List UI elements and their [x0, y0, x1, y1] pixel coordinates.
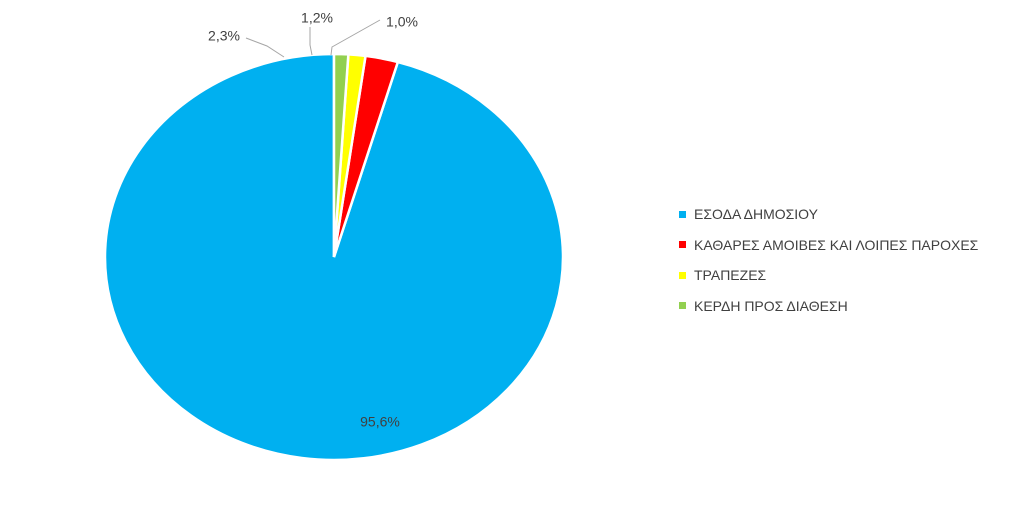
data-label-2: 2,3%: [208, 28, 240, 44]
legend-item-4: ΚΕΡΔΗ ΠΡΟΣ ΔΙΑΘΕΣΗ: [679, 291, 978, 322]
legend-swatch-3: [679, 271, 686, 279]
leader-line-3: [309, 27, 313, 56]
legend-swatch-1: [679, 210, 686, 218]
data-label-4: 1,0%: [386, 14, 418, 30]
leader-line-4: [330, 19, 381, 56]
data-label-1: 95,6%: [360, 414, 400, 430]
legend-label-4: ΚΕΡΔΗ ΠΡΟΣ ΔΙΑΘΕΣΗ: [694, 297, 848, 314]
chart-legend: ΕΣΟΔΑ ΔΗΜΟΣΙΟΥ ΚΑΘΑΡΕΣ ΑΜΟΙΒΕΣ ΚΑΙ ΛΟΙΠΕΣ…: [679, 199, 978, 321]
legend-label-3: ΤΡΑΠΕΖΕΣ: [694, 267, 767, 284]
data-label-3: 1,2%: [301, 10, 333, 26]
legend-item-3: ΤΡΑΠΕΖΕΣ: [679, 260, 978, 291]
legend-label-2: ΚΑΘΑΡΕΣ ΑΜΟΙΒΕΣ ΚΑΙ ΛΟΙΠΕΣ ΠΑΡΟΧΕΣ: [694, 236, 979, 253]
leader-line-2: [245, 37, 285, 58]
legend-item-1: ΕΣΟΔΑ ΔΗΜΟΣΙΟΥ: [679, 199, 978, 230]
legend-label-1: ΕΣΟΔΑ ΔΗΜΟΣΙΟΥ: [694, 206, 818, 223]
legend-swatch-4: [679, 302, 686, 310]
legend-item-2: ΚΑΘΑΡΕΣ ΑΜΟΙΒΕΣ ΚΑΙ ΛΟΙΠΕΣ ΠΑΡΟΧΕΣ: [679, 230, 978, 261]
pie-slice-4: [332, 52, 350, 258]
legend-swatch-2: [679, 241, 686, 249]
